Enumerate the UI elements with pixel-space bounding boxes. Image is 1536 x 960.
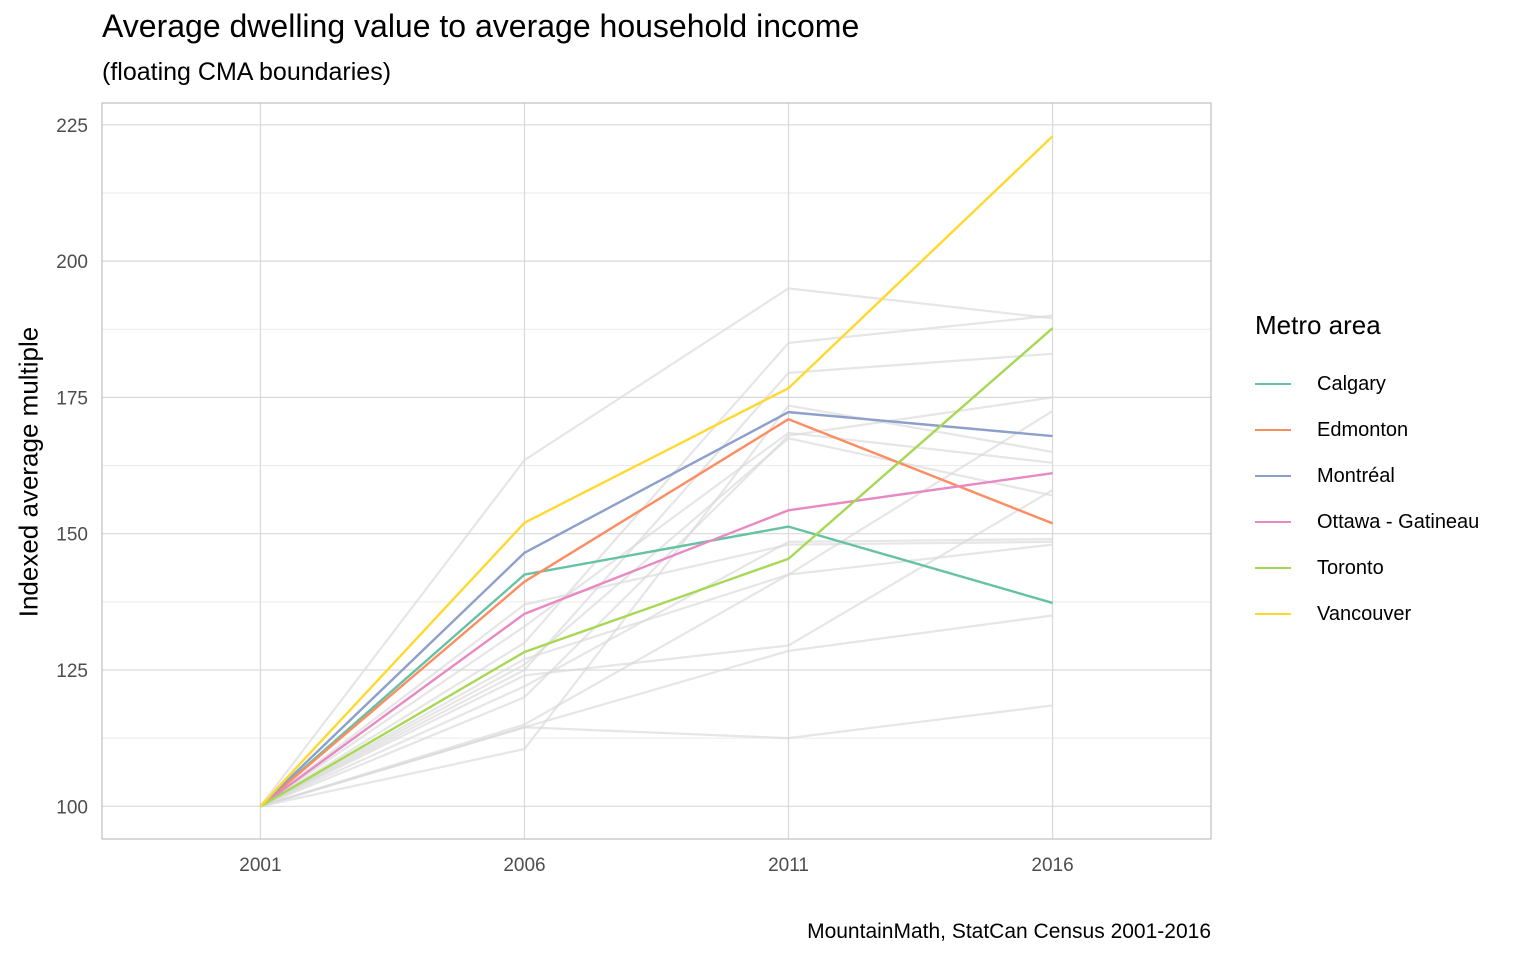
y-tick-label: 200 — [56, 252, 88, 273]
y-tick-labels: 100 125 150 175 200 225 — [56, 116, 88, 818]
chart-subtitle: (floating CMA boundaries) — [102, 58, 392, 86]
legend-item: Toronto — [1255, 545, 1479, 591]
grid-lines — [102, 103, 1211, 839]
y-tick-label: 100 — [56, 797, 88, 818]
background-series-line — [260, 404, 1053, 808]
background-series-line — [259, 431, 1053, 808]
legend-label: Ottawa - Gatineau — [1317, 510, 1480, 533]
legend: Metro area Calgary Edmonton Montréal Ottawa… — [1255, 310, 1479, 637]
legend-label: Vancouver — [1317, 602, 1412, 625]
x-tick-label: 2001 — [239, 855, 281, 876]
background-series-line — [259, 352, 1053, 808]
background-series — [259, 287, 1054, 808]
legend-key — [1255, 566, 1291, 570]
background-series-line — [259, 489, 1054, 808]
y-tick-label: 150 — [56, 525, 88, 546]
series-line-montr-al — [259, 410, 1053, 808]
legend-key — [1255, 612, 1291, 616]
chart-caption: MountainMath, StatCan Census 2001-2016 — [807, 920, 1211, 943]
legend-key — [1255, 474, 1291, 478]
background-series-line — [259, 543, 1053, 808]
legend-title: Metro area — [1255, 310, 1381, 340]
y-tick-label: 225 — [56, 116, 88, 137]
legend-key — [1255, 520, 1291, 524]
series-line-toronto — [259, 327, 1054, 808]
background-series-line — [260, 614, 1053, 808]
background-series-line — [259, 540, 1053, 808]
x-tick-label: 2011 — [768, 855, 809, 876]
legend-item: Ottawa - Gatineau — [1255, 499, 1479, 545]
legend-item: Edmonton — [1255, 407, 1479, 453]
background-series-line — [259, 314, 1053, 808]
legend-label: Montréal — [1317, 464, 1395, 487]
x-tick-label: 2016 — [1031, 855, 1073, 876]
background-series-line — [260, 704, 1053, 808]
panel-border — [101, 102, 1212, 840]
legend-label: Edmonton — [1317, 418, 1409, 441]
series-line-vancouver — [259, 135, 1054, 808]
x-tick-label: 2006 — [503, 855, 545, 876]
legend-key — [1255, 382, 1291, 386]
y-tick-label: 125 — [56, 661, 88, 682]
series-line-ottawa-gatineau — [259, 471, 1053, 808]
background-series-line — [260, 396, 1053, 808]
legend-item: Montréal — [1255, 453, 1479, 499]
background-series-line — [259, 538, 1053, 808]
legend-items: Calgary Edmonton Montréal Ottawa - Gatineau… — [1255, 361, 1479, 637]
legend-key — [1255, 428, 1291, 432]
legend-item: Calgary — [1255, 361, 1479, 407]
highlighted-series — [259, 135, 1054, 808]
series-line-calgary — [259, 525, 1053, 808]
series-line-edmonton — [259, 418, 1054, 808]
x-tick-labels: 2001 2006 2011 2016 — [239, 855, 1073, 876]
legend-label: Calgary — [1317, 372, 1386, 395]
background-series-line — [259, 287, 1053, 807]
y-tick-label: 175 — [56, 388, 88, 409]
legend-item: Vancouver — [1255, 591, 1479, 637]
legend-label: Toronto — [1317, 556, 1384, 579]
chart-title: Average dwelling value to average househ… — [102, 8, 860, 44]
